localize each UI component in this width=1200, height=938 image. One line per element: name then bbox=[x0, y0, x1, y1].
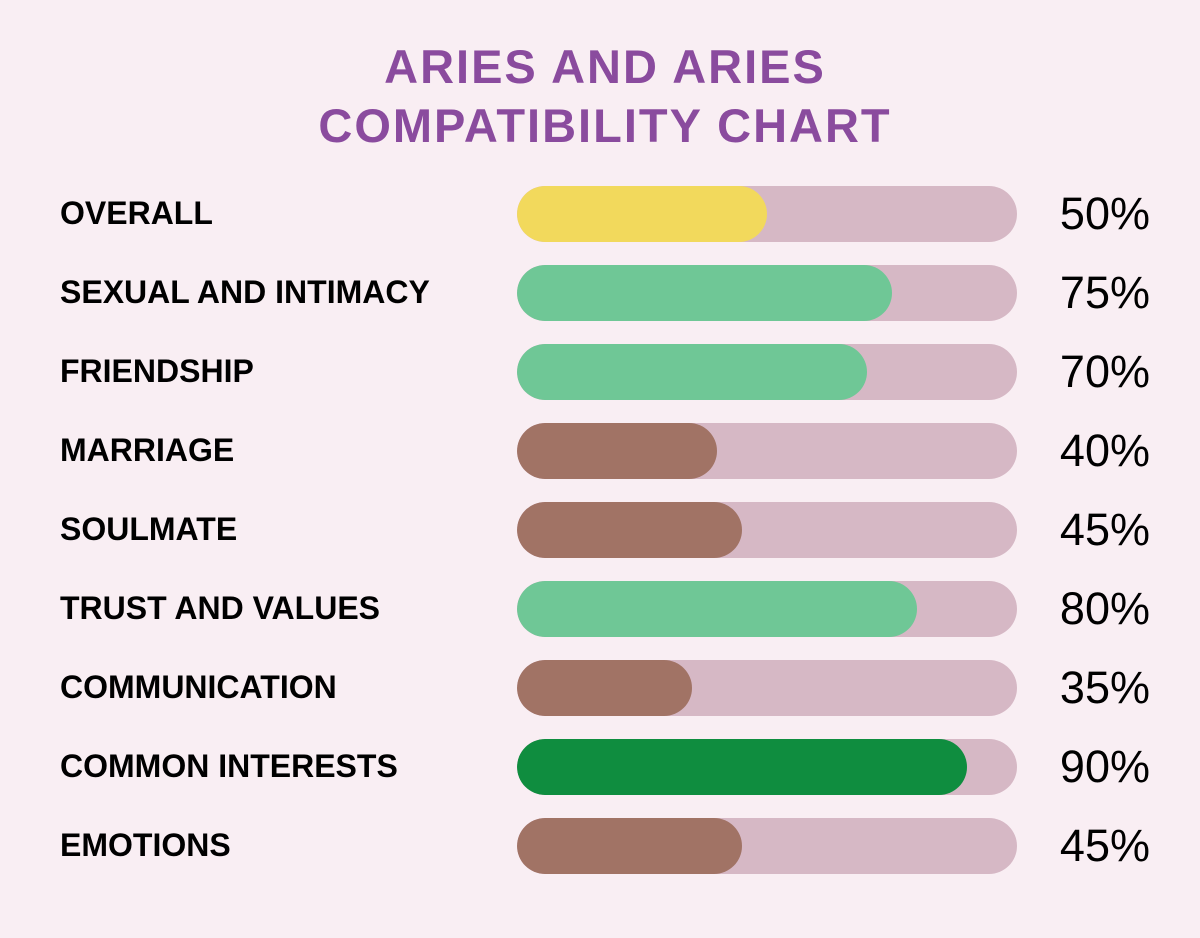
chart-row: COMMUNICATION 35% bbox=[60, 660, 1150, 716]
title-line-2: COMPATIBILITY CHART bbox=[318, 99, 891, 152]
chart-container: ARIES AND ARIES COMPATIBILITY CHART OVER… bbox=[0, 0, 1200, 938]
chart-row: SEXUAL AND INTIMACY 75% bbox=[60, 265, 1150, 321]
bar-track bbox=[517, 818, 1017, 874]
row-percent: 50% bbox=[1035, 188, 1150, 240]
chart-row: EMOTIONS 45% bbox=[60, 818, 1150, 874]
chart-row: TRUST AND VALUES 80% bbox=[60, 581, 1150, 637]
bar-fill bbox=[517, 739, 967, 795]
chart-rows: OVERALL 50% SEXUAL AND INTIMACY 75% FRIENDSH… bbox=[55, 186, 1155, 874]
row-percent: 75% bbox=[1035, 267, 1150, 319]
row-label: SOULMATE bbox=[60, 511, 237, 548]
row-label: EMOTIONS bbox=[60, 827, 231, 864]
chart-row: FRIENDSHIP 70% bbox=[60, 344, 1150, 400]
chart-row: OVERALL 50% bbox=[60, 186, 1150, 242]
bar-fill bbox=[517, 423, 717, 479]
chart-row: MARRIAGE 40% bbox=[60, 423, 1150, 479]
bar-fill bbox=[517, 818, 742, 874]
row-label: COMMON INTERESTS bbox=[60, 748, 398, 785]
row-percent: 35% bbox=[1035, 662, 1150, 714]
bar-track bbox=[517, 423, 1017, 479]
row-label: MARRIAGE bbox=[60, 432, 234, 469]
row-label: FRIENDSHIP bbox=[60, 353, 254, 390]
bar-track bbox=[517, 502, 1017, 558]
bar-track bbox=[517, 344, 1017, 400]
row-percent: 45% bbox=[1035, 820, 1150, 872]
row-label: SEXUAL AND INTIMACY bbox=[60, 274, 430, 311]
bar-track bbox=[517, 186, 1017, 242]
row-label: COMMUNICATION bbox=[60, 669, 337, 706]
bar-track bbox=[517, 581, 1017, 637]
bar-track bbox=[517, 265, 1017, 321]
chart-row: SOULMATE 45% bbox=[60, 502, 1150, 558]
bar-fill bbox=[517, 344, 867, 400]
title-line-1: ARIES AND ARIES bbox=[384, 40, 826, 93]
chart-title: ARIES AND ARIES COMPATIBILITY CHART bbox=[55, 38, 1155, 156]
row-percent: 80% bbox=[1035, 583, 1150, 635]
row-percent: 90% bbox=[1035, 741, 1150, 793]
row-percent: 70% bbox=[1035, 346, 1150, 398]
row-label: TRUST AND VALUES bbox=[60, 590, 380, 627]
bar-fill bbox=[517, 265, 892, 321]
bar-track bbox=[517, 660, 1017, 716]
chart-row: COMMON INTERESTS 90% bbox=[60, 739, 1150, 795]
bar-fill bbox=[517, 581, 917, 637]
bar-fill bbox=[517, 660, 692, 716]
bar-fill bbox=[517, 186, 767, 242]
bar-fill bbox=[517, 502, 742, 558]
bar-track bbox=[517, 739, 1017, 795]
row-percent: 40% bbox=[1035, 425, 1150, 477]
row-percent: 45% bbox=[1035, 504, 1150, 556]
row-label: OVERALL bbox=[60, 195, 213, 232]
